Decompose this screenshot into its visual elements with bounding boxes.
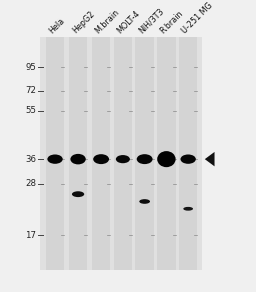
- Text: U-251 MG: U-251 MG: [180, 1, 215, 35]
- Bar: [114, 36, 132, 270]
- Ellipse shape: [72, 191, 84, 197]
- Ellipse shape: [137, 154, 153, 164]
- Text: 17: 17: [25, 231, 36, 239]
- Text: R.brain: R.brain: [159, 8, 185, 35]
- Ellipse shape: [139, 199, 150, 204]
- Ellipse shape: [93, 154, 109, 164]
- Text: 55: 55: [25, 107, 36, 115]
- Text: Hela: Hela: [47, 16, 67, 35]
- Text: M.brain: M.brain: [93, 7, 121, 35]
- Ellipse shape: [180, 154, 196, 164]
- Ellipse shape: [47, 154, 63, 164]
- Polygon shape: [205, 152, 215, 166]
- Text: HepG2: HepG2: [70, 9, 96, 35]
- Text: 95: 95: [26, 63, 36, 72]
- Ellipse shape: [70, 154, 86, 164]
- Text: MOLT-4: MOLT-4: [115, 8, 142, 35]
- Bar: [157, 36, 176, 270]
- Text: 36: 36: [25, 155, 36, 164]
- Bar: [179, 36, 197, 270]
- Bar: [92, 36, 110, 270]
- Bar: [40, 36, 202, 270]
- Text: 72: 72: [25, 86, 36, 95]
- Bar: [135, 36, 154, 270]
- Ellipse shape: [116, 155, 130, 163]
- Text: 28: 28: [25, 180, 36, 188]
- Text: NIH/3T3: NIH/3T3: [137, 6, 166, 35]
- Bar: [69, 36, 87, 270]
- Ellipse shape: [183, 207, 193, 211]
- Ellipse shape: [157, 151, 176, 167]
- Bar: [46, 36, 64, 270]
